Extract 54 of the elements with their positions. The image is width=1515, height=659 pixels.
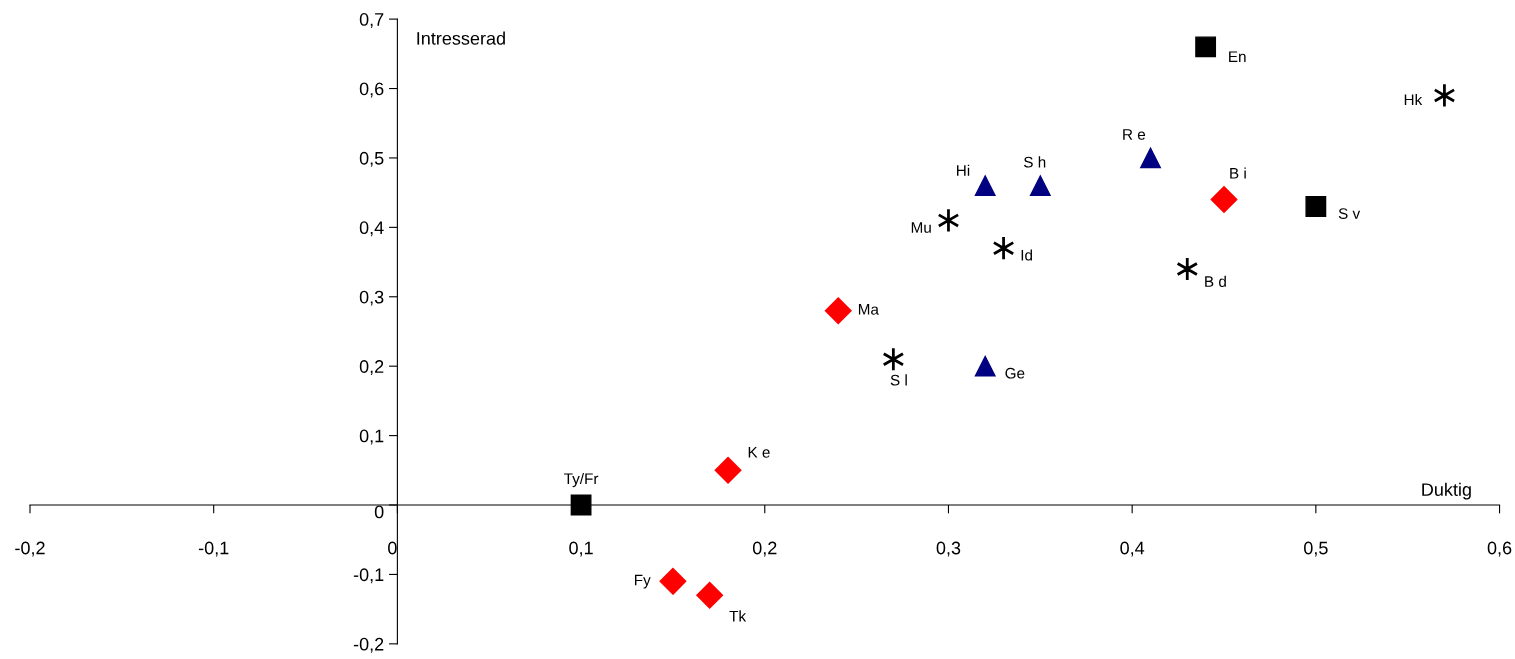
point bbox=[1210, 186, 1238, 214]
y-tick-label: -0,1 bbox=[353, 568, 384, 584]
y-tick-label: 0,4 bbox=[359, 221, 384, 237]
x-tick-label: -0,2 bbox=[15, 541, 45, 557]
point bbox=[882, 346, 905, 372]
x-tick-label: -0,1 bbox=[198, 541, 229, 557]
y-tick-label: 0,6 bbox=[359, 82, 384, 98]
y-tick-label: 0,7 bbox=[359, 13, 384, 28]
annotation: Ge bbox=[1005, 367, 1025, 379]
point bbox=[937, 207, 960, 233]
annotation: Hk bbox=[1404, 93, 1423, 105]
x-tick-label: 0 bbox=[388, 541, 397, 555]
annotation: S h bbox=[1023, 156, 1046, 168]
point bbox=[659, 567, 687, 595]
annotation: B i bbox=[1230, 167, 1246, 179]
annotation: S l bbox=[890, 374, 907, 386]
point bbox=[1029, 175, 1051, 197]
y-axis-title: Intresserad bbox=[417, 31, 505, 45]
y-tick-label: 0,2 bbox=[359, 360, 384, 376]
x-tick-label: 0,1 bbox=[569, 541, 593, 557]
point bbox=[824, 297, 852, 325]
annotation: B d bbox=[1205, 275, 1226, 287]
point bbox=[1305, 196, 1327, 217]
x-tick-label: 0,5 bbox=[1304, 541, 1328, 557]
x-tick-label: 0,2 bbox=[752, 541, 777, 557]
point bbox=[992, 235, 1015, 261]
point bbox=[696, 581, 724, 609]
point bbox=[714, 456, 742, 484]
y-tick-label: 0 bbox=[374, 505, 384, 519]
y-tick-label: 0,3 bbox=[359, 290, 384, 306]
point bbox=[974, 175, 996, 197]
annotation: Ma bbox=[858, 304, 879, 315]
point bbox=[1433, 82, 1456, 108]
point bbox=[1176, 256, 1199, 282]
x-tick-label: 0,4 bbox=[1120, 541, 1145, 557]
point bbox=[1195, 36, 1217, 58]
annotation: Id bbox=[1021, 249, 1032, 261]
x-axis-title: Duktig bbox=[1422, 482, 1471, 500]
annotation: K e bbox=[748, 447, 770, 458]
x-tick-label: 0,3 bbox=[936, 541, 961, 557]
y-tick-label: -0,2 bbox=[353, 637, 384, 653]
point bbox=[1140, 147, 1161, 169]
annotation: Hi bbox=[957, 164, 970, 176]
point bbox=[974, 355, 996, 377]
annotation: S v bbox=[1338, 208, 1361, 219]
y-tick-label: 0,5 bbox=[359, 151, 384, 167]
annotation: R e bbox=[1123, 129, 1146, 140]
y-tick-label: 0,1 bbox=[359, 429, 384, 445]
annotation: Mu bbox=[911, 222, 931, 233]
annotation: Fy bbox=[634, 574, 651, 589]
annotation: Tk bbox=[729, 610, 747, 622]
annotation: En bbox=[1229, 51, 1246, 62]
x-tick-label: 0,6 bbox=[1487, 541, 1512, 557]
annotation: Ty/Fr bbox=[564, 472, 599, 488]
